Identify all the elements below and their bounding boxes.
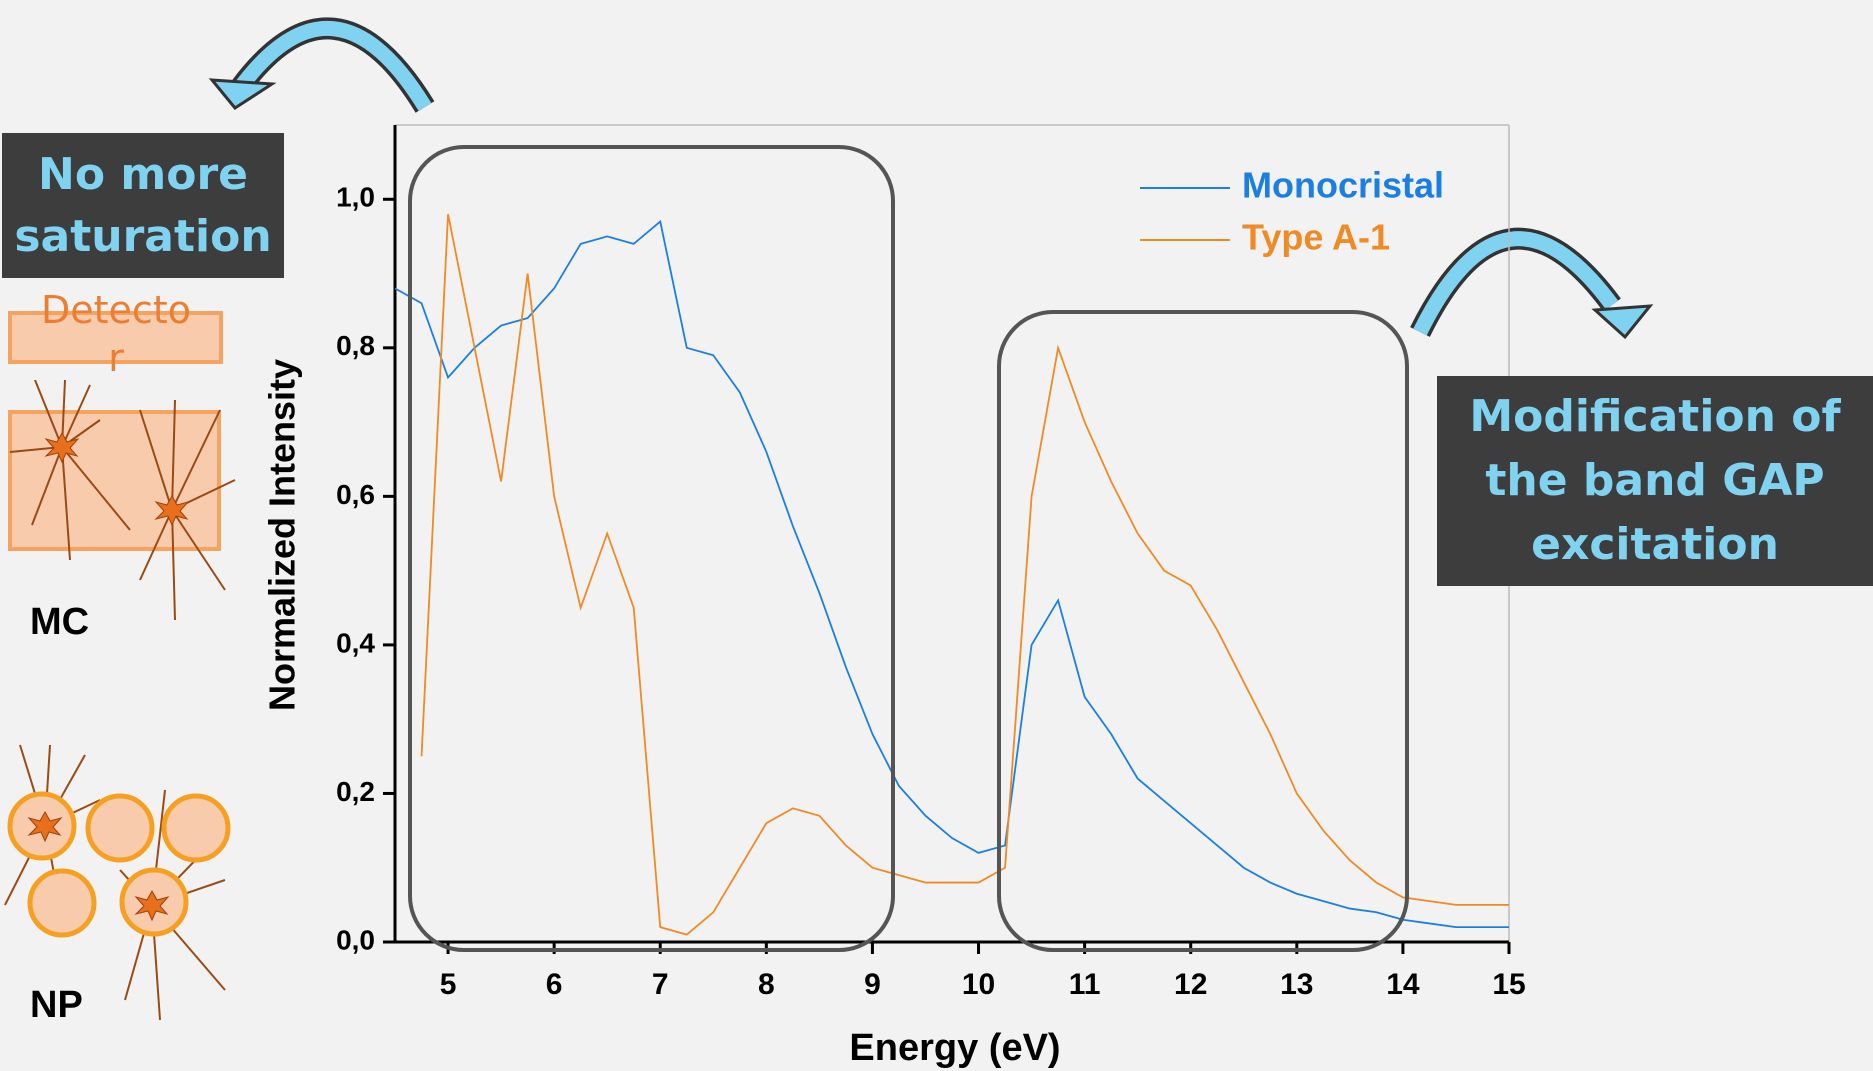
x-axis-title: Energy (eV) bbox=[849, 1027, 1060, 1069]
x-tick-label: 6 bbox=[546, 968, 563, 1001]
y-tick-label: 0,8 bbox=[336, 330, 375, 361]
highlight-box bbox=[408, 145, 895, 952]
x-tick-label: 5 bbox=[440, 968, 457, 1001]
x-tick-label: 14 bbox=[1386, 968, 1420, 1001]
y-axis-title: Normalized Intensity bbox=[262, 359, 303, 711]
saturation-note: No more saturation bbox=[2, 133, 284, 278]
y-tick-label: 0,4 bbox=[336, 627, 375, 658]
x-tick-label: 7 bbox=[652, 968, 669, 1001]
legend-label: Type A-1 bbox=[1242, 217, 1390, 258]
x-tick-label: 11 bbox=[1069, 968, 1101, 1001]
y-tick-label: 0,0 bbox=[336, 924, 375, 955]
x-tick-label: 9 bbox=[864, 968, 881, 1001]
crystal-box bbox=[8, 410, 221, 551]
emission-arrows bbox=[4, 379, 236, 1021]
legend-label: Monocristal bbox=[1242, 165, 1444, 206]
series-line bbox=[394, 219, 1509, 929]
x-tick-label: 15 bbox=[1492, 968, 1525, 1001]
curved-arrow bbox=[208, 17, 1654, 340]
np-label: NP bbox=[30, 984, 83, 1026]
highlight-box bbox=[997, 310, 1409, 952]
y-tick-label: 0,6 bbox=[336, 479, 375, 510]
y-tick-label: 1,0 bbox=[336, 182, 375, 213]
mc-label: MC bbox=[30, 601, 89, 643]
x-tick-label: 13 bbox=[1280, 968, 1313, 1001]
detector-label: Detector bbox=[41, 288, 191, 380]
y-tick-label: 0,2 bbox=[336, 776, 375, 807]
band-gap-note: Modification of the band GAP excitation bbox=[1437, 376, 1873, 586]
x-tick-label: 12 bbox=[1174, 968, 1207, 1001]
plot-area: 0,0 0,2 0,4 0,6 0,8 1,0 5 6 7 8 9 10 11 12 13 14 15 Monoc… bbox=[336, 124, 1526, 1001]
detector-box bbox=[8, 311, 223, 364]
x-tick-label: 10 bbox=[962, 968, 995, 1001]
series-line bbox=[420, 213, 1509, 936]
x-tick-label: 8 bbox=[758, 968, 775, 1001]
